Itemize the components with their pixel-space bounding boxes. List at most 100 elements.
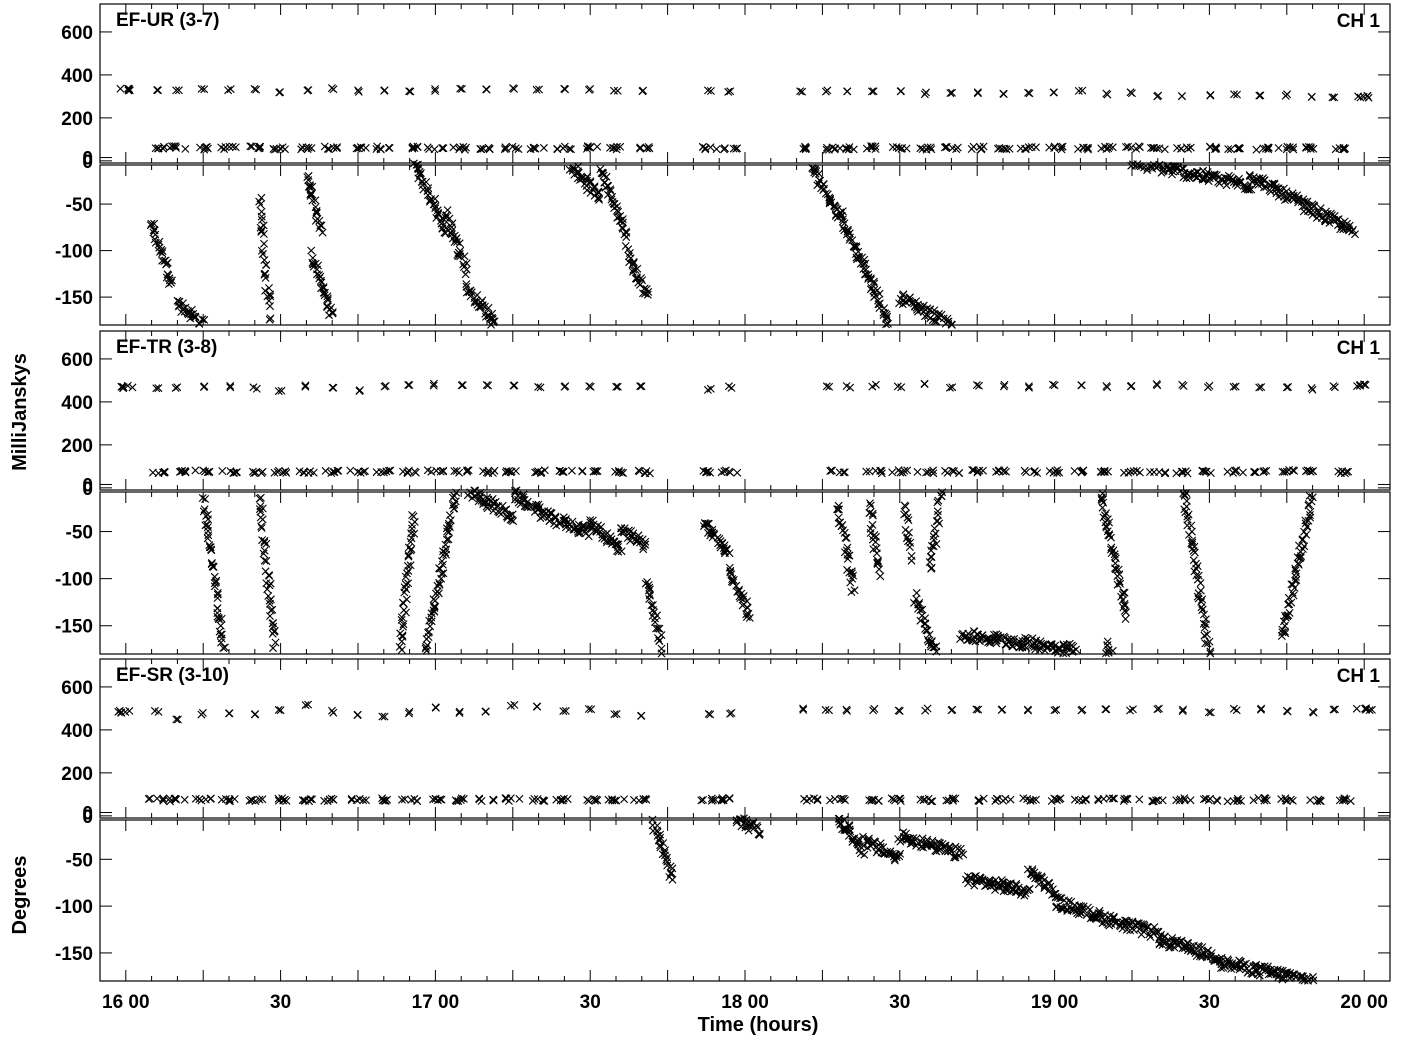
phase-point <box>168 276 176 285</box>
amplitude-point <box>489 795 498 804</box>
amplitude-point <box>1306 145 1315 153</box>
amplitude-point <box>799 705 808 714</box>
amplitude-point <box>1077 468 1086 477</box>
amplitude-point <box>1022 468 1031 477</box>
amplitude-point <box>1284 383 1293 391</box>
amplitude-point <box>455 707 464 716</box>
amplitude-point <box>332 144 341 153</box>
phase-point <box>408 524 416 533</box>
amplitude-point <box>871 142 880 151</box>
amplitude-point <box>1153 381 1162 390</box>
phase-point <box>450 504 459 513</box>
amplitude-point <box>644 143 653 151</box>
amplitude-point <box>1235 143 1244 152</box>
amplitude-point <box>920 90 929 99</box>
amplitude-points <box>116 84 1373 154</box>
phase-point <box>409 512 418 521</box>
phase-point <box>490 317 499 326</box>
phase-point <box>147 219 156 228</box>
phase-point <box>434 210 443 219</box>
amplitude-point <box>452 466 461 475</box>
phase-point <box>424 628 432 637</box>
phase-point <box>476 488 485 497</box>
phase-point <box>474 303 483 312</box>
phase-point <box>932 517 941 526</box>
phase-point <box>532 500 541 509</box>
phase-point <box>1285 600 1294 609</box>
amplitude-point <box>1232 466 1241 475</box>
phase-point <box>397 645 406 654</box>
amplitude-point <box>636 382 645 391</box>
amplitude-point <box>355 387 364 395</box>
amplitude-point <box>1255 383 1264 392</box>
amplitude-point <box>463 466 472 475</box>
phase-point <box>416 170 425 179</box>
amplitude-point <box>617 468 626 477</box>
amplitude-point <box>246 142 255 151</box>
amplitude-point <box>1252 145 1261 154</box>
amplitude-point <box>1250 467 1259 476</box>
phase-point <box>269 644 277 653</box>
phase-point <box>328 308 337 317</box>
amplitude-point <box>1353 382 1362 391</box>
phase-point <box>191 313 200 322</box>
amplitude-axis-frame <box>99 658 1391 819</box>
amplitude-point <box>1274 144 1283 152</box>
amplitude-point <box>862 144 871 153</box>
amplitude-point <box>329 467 338 476</box>
phase-axis-frame <box>99 164 1391 326</box>
amplitude-point <box>1024 143 1033 152</box>
amplitude-point <box>610 86 618 95</box>
phase-point <box>217 614 226 623</box>
amplitude-point <box>992 467 1001 476</box>
phase-point <box>607 195 616 204</box>
amplitude-point <box>276 88 285 97</box>
amplitude-point <box>1050 144 1059 152</box>
phase-point <box>404 552 413 561</box>
amplitude-axis-ytick-label: 600 <box>61 350 93 371</box>
amplitude-point <box>1336 469 1345 478</box>
amplitude-point <box>152 384 161 393</box>
phase-point <box>811 169 820 178</box>
phase-point <box>265 599 274 608</box>
amplitude-point <box>1330 93 1339 102</box>
phase-point <box>583 186 591 195</box>
phase-point <box>1210 170 1219 179</box>
amplitude-point <box>703 385 712 394</box>
phase-point <box>306 182 315 191</box>
amplitude-point <box>504 797 513 805</box>
phase-point <box>905 543 914 551</box>
phase-point <box>1203 630 1211 639</box>
phase-point <box>266 290 275 299</box>
amplitude-point <box>798 87 807 96</box>
amplitude-axis-ytick-label: 0 <box>82 152 93 173</box>
amplitude-point <box>384 466 393 475</box>
amplitude-point <box>535 85 544 94</box>
amplitude-axis-ytick-label: 200 <box>61 764 93 785</box>
amplitude-point <box>270 468 279 477</box>
phase-point <box>435 578 444 587</box>
amplitude-point <box>862 467 871 476</box>
phase-point <box>489 317 498 326</box>
amplitude-axis-ytick-label: 400 <box>61 721 93 742</box>
phase-point <box>1301 201 1310 210</box>
phase-point <box>311 196 320 205</box>
phase-point <box>404 579 413 588</box>
phase-axis-ytick-label: 0 <box>82 149 93 170</box>
amplitude-point <box>717 468 726 477</box>
amplitude-point <box>1205 381 1214 390</box>
phase-point <box>603 190 612 199</box>
amplitude-point <box>406 87 415 96</box>
phase-point <box>406 537 415 546</box>
amplitude-point <box>999 89 1008 98</box>
amplitude-point <box>1232 706 1241 715</box>
amplitude-point <box>822 145 831 154</box>
amplitude-point <box>173 383 182 392</box>
amplitude-point <box>386 466 395 475</box>
amplitude-points <box>114 700 1376 806</box>
amplitude-point <box>725 794 734 803</box>
phase-point <box>149 226 158 235</box>
amplitude-point <box>539 143 548 152</box>
amplitude-point <box>1129 467 1138 476</box>
